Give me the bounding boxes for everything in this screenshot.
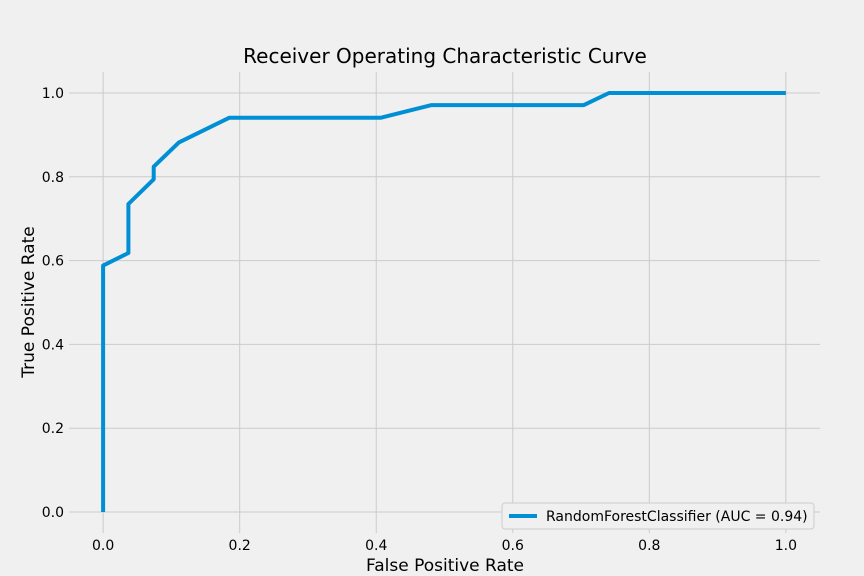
x-tick-label: 0.2 bbox=[229, 538, 251, 554]
series-layer bbox=[101, 91, 786, 512]
y-tick-label: 0.2 bbox=[42, 421, 64, 437]
y-tick-label: 0.8 bbox=[42, 170, 64, 186]
y-tick-label: 0.0 bbox=[42, 505, 64, 521]
legend-box bbox=[501, 502, 815, 530]
x-tick-label: 0.4 bbox=[365, 538, 387, 554]
y-tick-label: 1.0 bbox=[42, 86, 64, 102]
x-tick-label: 0.6 bbox=[502, 538, 524, 554]
legend: RandomForestClassifier (AUC = 0.94) bbox=[501, 502, 815, 530]
x-tick-label: 0.8 bbox=[638, 538, 660, 554]
x-tick-label: 0.0 bbox=[92, 538, 114, 554]
x-tick-labels: 0.0 0.2 0.4 0.6 0.8 1.0 bbox=[92, 538, 797, 554]
y-tick-label: 0.6 bbox=[42, 254, 64, 270]
y-tick-labels: 0.0 0.2 0.4 0.6 0.8 1.0 bbox=[42, 86, 64, 521]
grid bbox=[69, 72, 820, 533]
legend-label: RandomForestClassifier (AUC = 0.94) bbox=[546, 509, 808, 525]
x-tick-label: 1.0 bbox=[775, 538, 797, 554]
roc-curve-line bbox=[101, 91, 786, 512]
x-axis-label: False Positive Rate bbox=[366, 556, 524, 576]
y-tick-label: 0.4 bbox=[42, 337, 64, 353]
y-axis-label: True Positive Rate bbox=[19, 226, 39, 378]
chart-title: Receiver Operating Characteristic Curve bbox=[243, 44, 647, 68]
